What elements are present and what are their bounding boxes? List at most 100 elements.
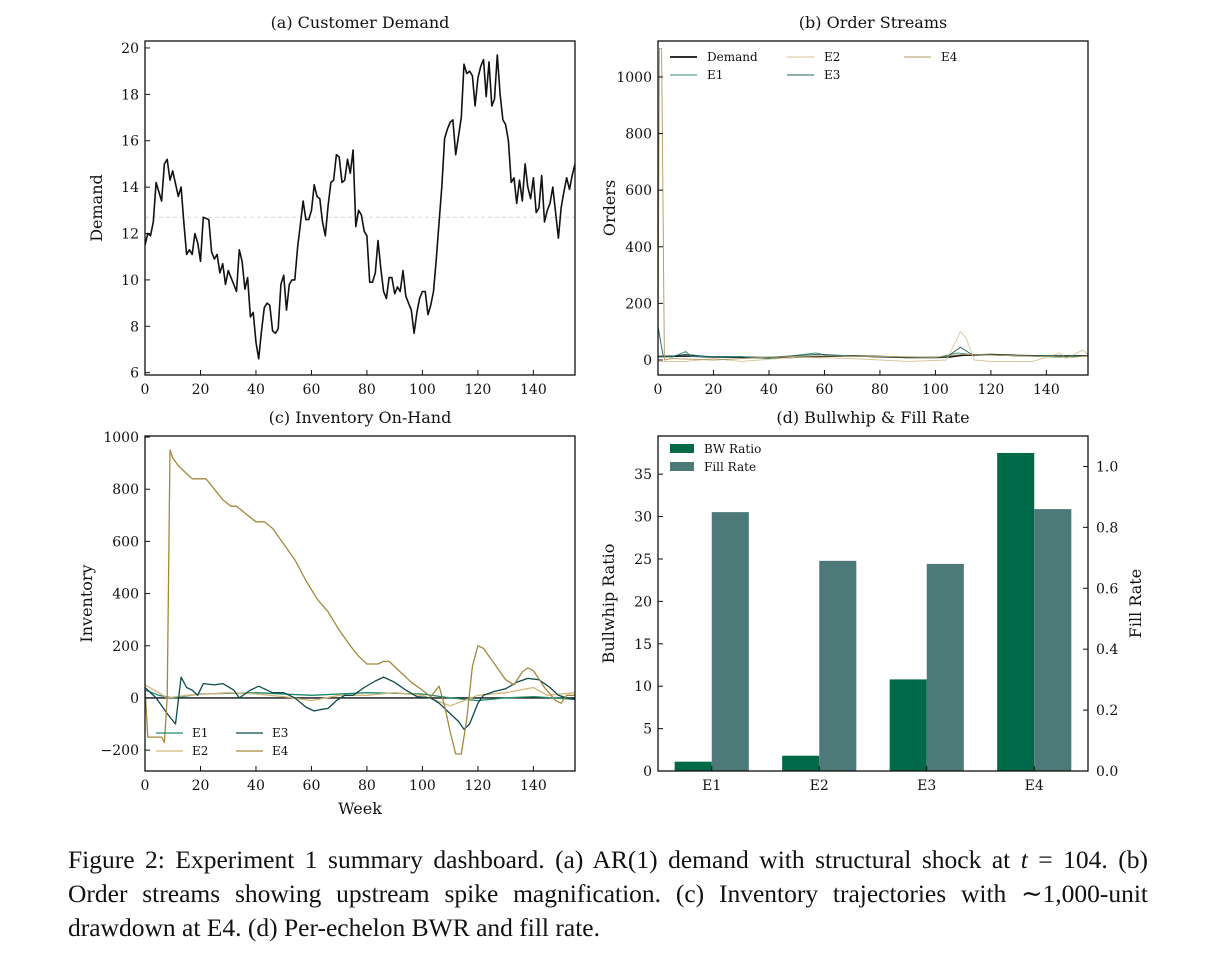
x-tick-label: 60 — [303, 778, 321, 794]
axes-frame — [144, 435, 576, 772]
y-right-tick-label: 0.2 — [1096, 703, 1118, 719]
y-right-axis-label: Fill Rate — [1126, 569, 1145, 638]
legend-label: E4 — [941, 50, 958, 64]
legend-swatch — [670, 444, 694, 453]
legend-label: Demand — [707, 50, 758, 64]
panel-c: (c) Inventory On-Hand Inventory Week −200 0 2… — [77, 408, 576, 818]
y-tick-label: 0 — [130, 691, 139, 707]
x-tick-label: 80 — [871, 382, 889, 398]
bar-fill-rate-e4 — [1034, 509, 1072, 771]
axes-frame — [657, 435, 1089, 772]
y-right-tick-label: 0.6 — [1096, 581, 1118, 597]
x-tick-label: E4 — [1025, 778, 1044, 794]
legend-item: Fill Rate — [670, 460, 756, 474]
series-line-e2 — [658, 331, 1088, 362]
y-tick-label: 14 — [121, 180, 139, 196]
y-tick-label: 1000 — [616, 70, 652, 86]
bar-fill-rate-e1 — [711, 512, 749, 771]
y-tick-label: 800 — [112, 482, 139, 498]
legend-label: E1 — [192, 726, 208, 740]
bar-bw-ratio-e1 — [674, 761, 712, 771]
legend-item: E3 — [787, 68, 840, 82]
x-tick-label: E3 — [917, 778, 936, 794]
y-tick-label: 12 — [121, 227, 139, 243]
caption-text-1: Figure 2: Experiment 1 summary dashboard… — [68, 845, 1021, 874]
panel-d: (d) Bullwhip & Fill Rate Bullwhip Ratio 0 5… — [599, 408, 1145, 794]
legend-label: E3 — [272, 726, 288, 740]
legend-item: E1 — [156, 726, 208, 740]
axes-frame — [144, 40, 576, 376]
y-axis-label: Orders — [600, 180, 619, 236]
series-line-e3 — [658, 325, 1088, 358]
y-tick-label: 200 — [625, 296, 652, 312]
y-tick-label: 15 — [634, 637, 652, 653]
y-tick-label: 20 — [121, 41, 139, 57]
dashboard-figure: (a) Customer DemandDemand681012141618200… — [77, 13, 1145, 818]
x-tick-label: 100 — [409, 382, 436, 398]
x-tick-label: 100 — [409, 778, 436, 794]
x-tick-label: 20 — [705, 382, 723, 398]
legend-label: E1 — [707, 68, 723, 82]
legend-item: E4 — [236, 744, 289, 758]
legend-label: Fill Rate — [704, 460, 756, 474]
y-tick-label: 5 — [643, 722, 652, 738]
x-tick-label: 60 — [303, 382, 321, 398]
bar-bw-ratio-e4 — [997, 452, 1035, 771]
x-tick-label: 100 — [922, 382, 949, 398]
y-tick-label: 400 — [112, 587, 139, 603]
x-tick-label: 0 — [141, 778, 150, 794]
y-axis-label: Bullwhip Ratio — [599, 544, 618, 664]
bar-bw-ratio-e3 — [889, 679, 927, 771]
legend-label: E3 — [824, 68, 840, 82]
plot-area — [658, 48, 1088, 362]
y-right-tick-label: 1.0 — [1096, 459, 1118, 475]
y-tick-label: 600 — [625, 183, 652, 199]
legend-item: E4 — [904, 50, 958, 64]
x-tick-label: 40 — [247, 382, 265, 398]
bar-fill-rate-e3 — [926, 563, 964, 771]
x-tick-label: E1 — [702, 778, 721, 794]
y-tick-label: 30 — [634, 510, 652, 526]
caption-text-2: = 104. (b) Order streams showing upstrea… — [68, 845, 1148, 942]
y-tick-label: 18 — [121, 87, 139, 103]
x-tick-label: 0 — [141, 382, 150, 398]
x-tick-label: 80 — [358, 382, 376, 398]
series-line-e1 — [145, 689, 575, 702]
panel-title: (d) Bullwhip & Fill Rate — [776, 408, 969, 427]
panel-title: (c) Inventory On-Hand — [269, 408, 452, 427]
legend-item: E1 — [670, 68, 723, 82]
bar-bw-ratio-e2 — [782, 755, 820, 771]
caption-variable: t — [1020, 845, 1028, 874]
series-line-demand — [145, 54, 575, 360]
legend-item: BW Ratio — [670, 442, 761, 456]
y-axis-label: Demand — [87, 174, 106, 242]
y-tick-label: 0 — [643, 353, 652, 369]
axes-frame — [657, 40, 1089, 376]
y-tick-label: 1000 — [103, 430, 139, 446]
y-tick-label: 6 — [130, 366, 139, 382]
series-line-e4 — [145, 449, 575, 755]
y-axis-label: Inventory — [77, 564, 96, 642]
x-tick-label: 120 — [978, 382, 1005, 398]
y-tick-label: 800 — [625, 127, 652, 143]
y-tick-label: 600 — [112, 534, 139, 550]
y-tick-label: 20 — [634, 594, 652, 610]
x-tick-label: 80 — [358, 778, 376, 794]
x-tick-label: 20 — [192, 778, 210, 794]
panel-title: (a) Customer Demand — [271, 13, 450, 32]
x-tick-label: 60 — [816, 382, 834, 398]
y-right-tick-label: 0.0 — [1096, 764, 1118, 780]
bar-fill-rate-e2 — [819, 560, 857, 771]
panel-a: (a) Customer Demand Demand 6 8 10 12 14 16 18 20 0… — [87, 13, 576, 398]
legend-item: E2 — [787, 50, 840, 64]
y-tick-label: −200 — [101, 743, 139, 759]
x-tick-label: 20 — [192, 382, 210, 398]
series-line-e3 — [145, 676, 575, 730]
legend-label: E2 — [192, 744, 208, 758]
panel-b: (b) Order StreamsOrders02004006008001000… — [600, 13, 1089, 398]
legend-label: E2 — [824, 50, 840, 64]
y-tick-label: 8 — [130, 319, 139, 335]
x-tick-label: 120 — [465, 382, 492, 398]
legend-item: E2 — [156, 744, 208, 758]
legend-label: BW Ratio — [704, 442, 761, 456]
